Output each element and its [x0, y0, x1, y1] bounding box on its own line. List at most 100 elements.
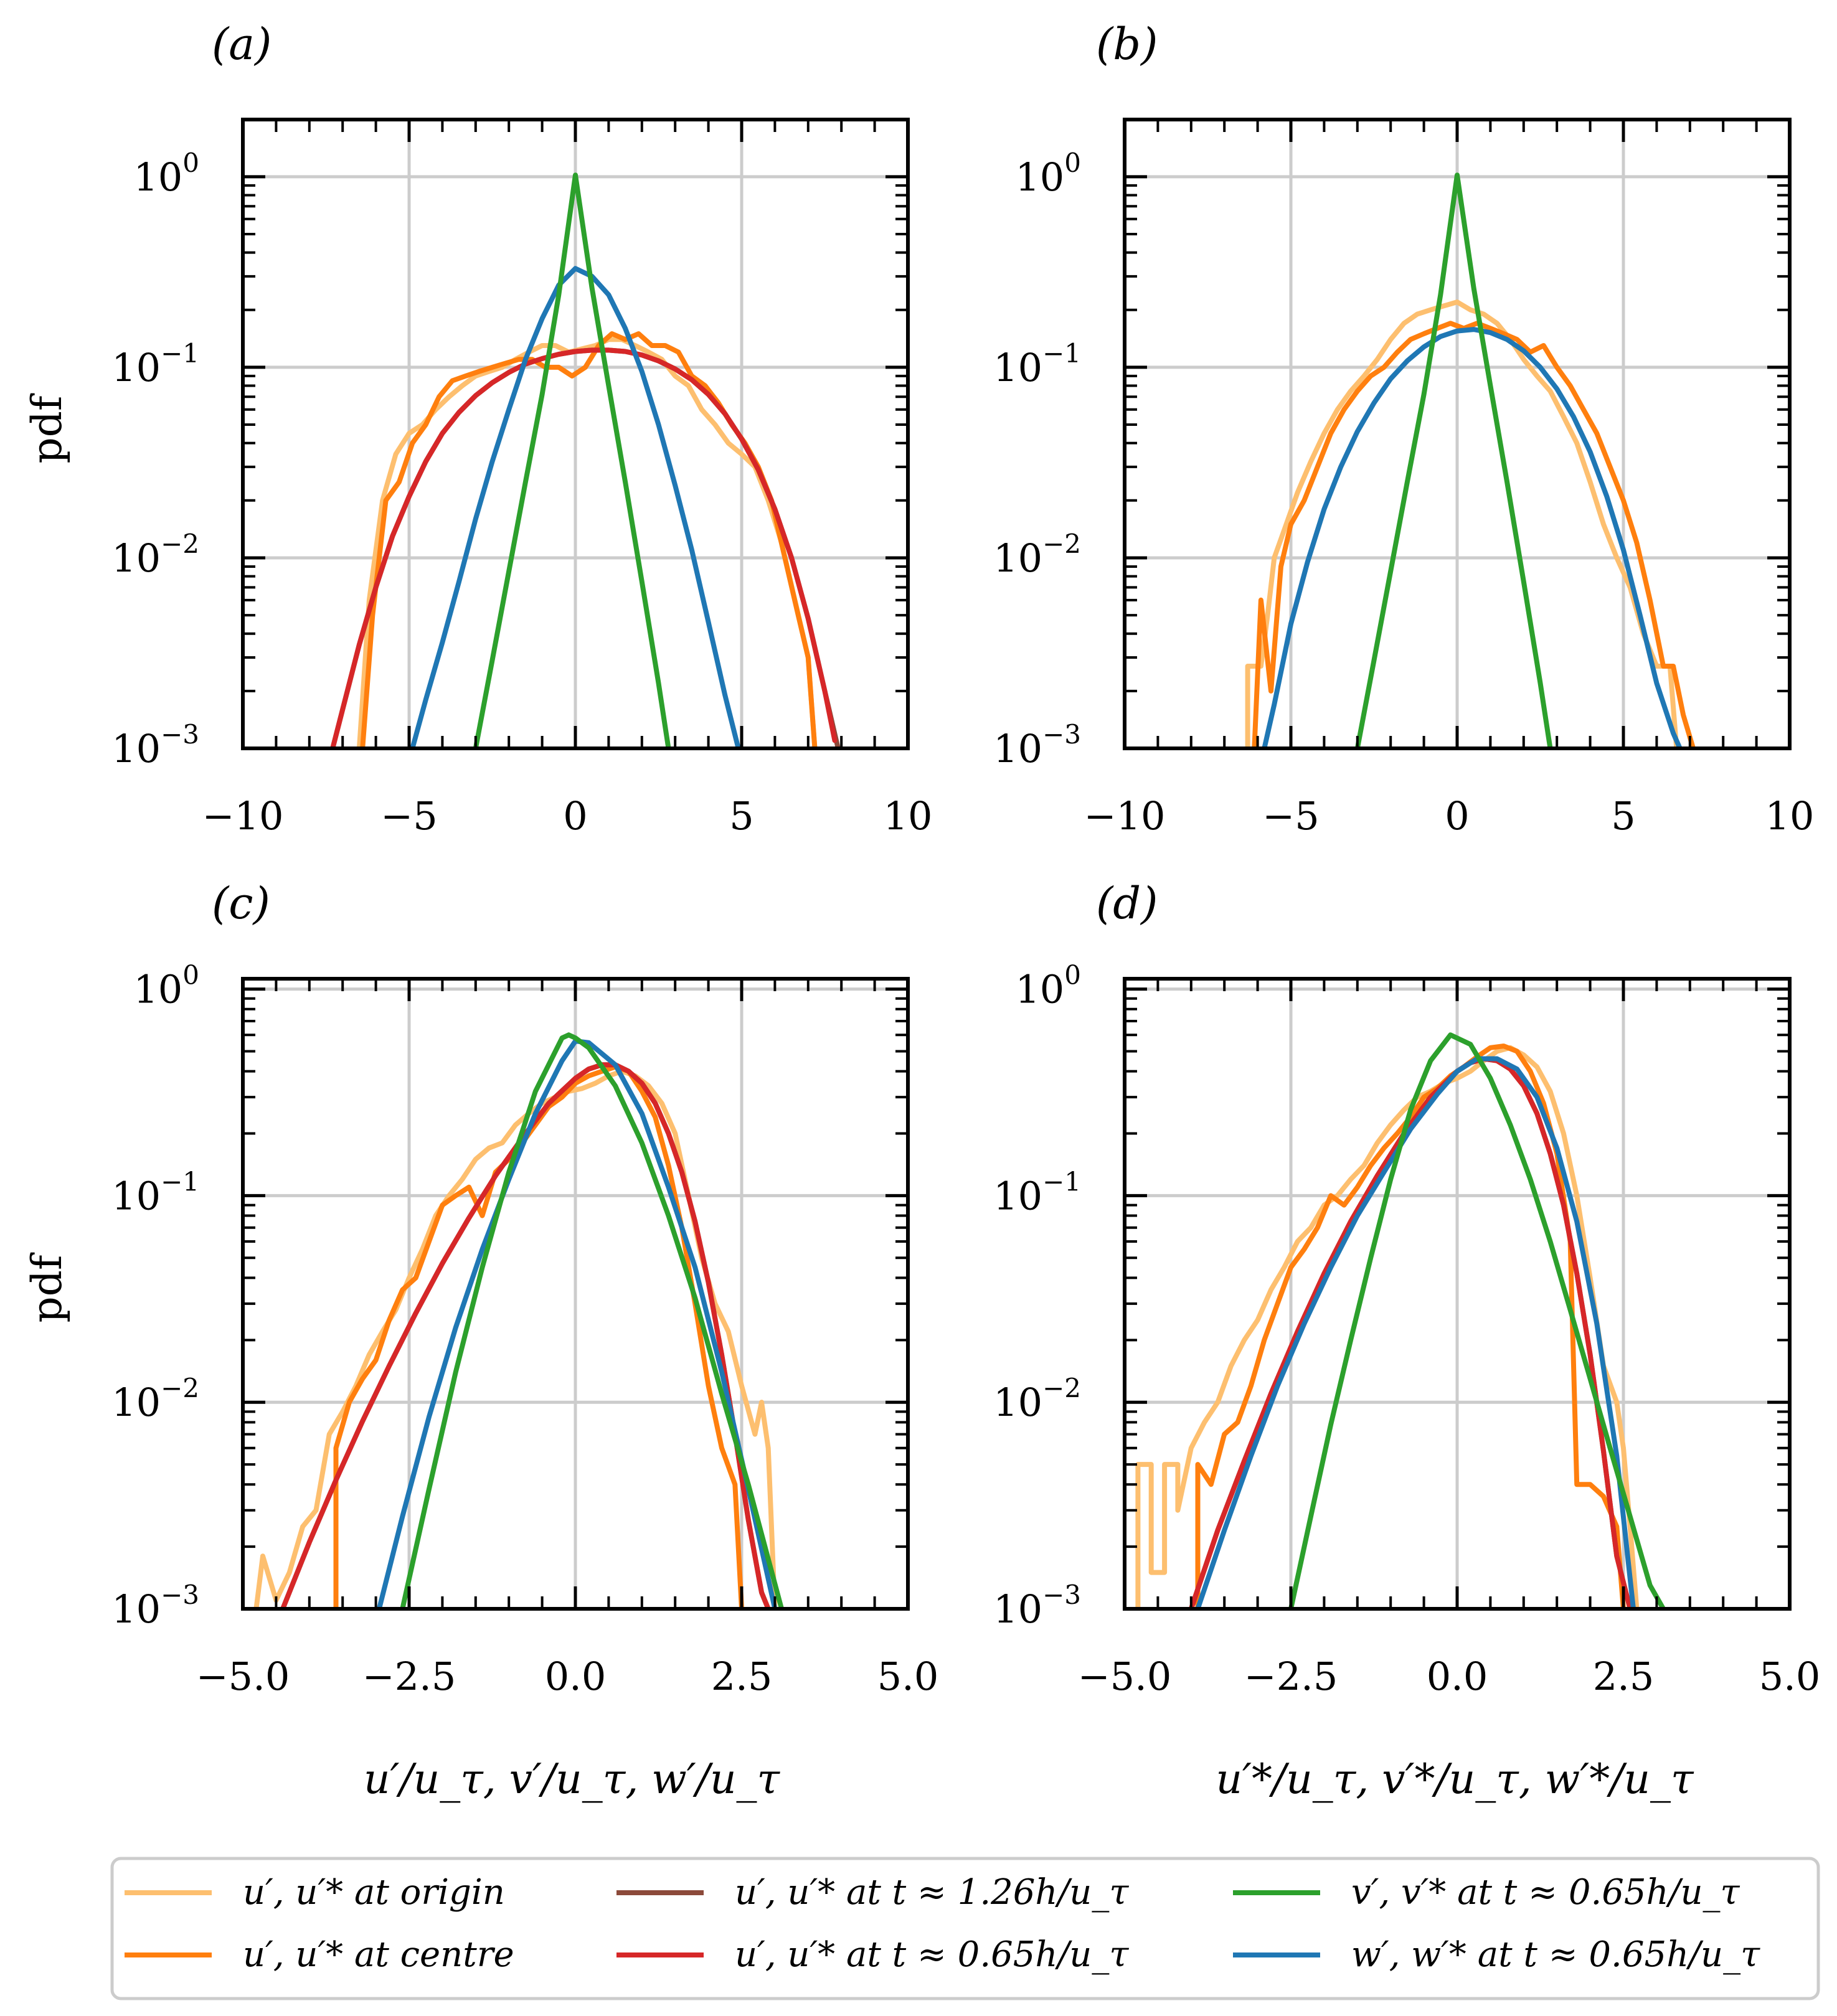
series-u_origin [1135, 1045, 1640, 1609]
x-tick-label: 0.0 [1427, 1654, 1488, 1699]
series-w_t065 [1195, 1056, 1636, 1609]
y-tick-exponent: −3 [161, 1580, 199, 1610]
y-tick-exponent: 0 [1064, 960, 1081, 991]
x-tick-label: −5 [1262, 793, 1319, 839]
y-tick-base: 10 [993, 345, 1042, 390]
y-tick-label: 10−2 [111, 1373, 199, 1425]
y-tick-base: 10 [111, 1173, 161, 1218]
y-tick-exponent: −2 [1042, 529, 1081, 559]
y-tick-base: 10 [111, 1586, 161, 1632]
panel-label: (d) [1096, 878, 1158, 929]
xlabel-right: u′*/u_τ, v′*/u_τ, w′*/u_τ [1216, 1755, 1694, 1803]
y-tick-label: 10−2 [111, 529, 199, 581]
legend-label-u_t065: u′, u′* at t ≈ 0.65h/u_τ [735, 1934, 1129, 1975]
x-tick-label: −10 [202, 793, 284, 839]
y-tick-exponent: −3 [1042, 719, 1081, 750]
axes-frame [1123, 977, 1792, 1611]
x-tick-label: 5 [729, 793, 753, 839]
legend-label-u_origin: u′, u′* at origin [243, 1872, 505, 1913]
panel-label: (b) [1096, 19, 1158, 70]
xlabel-left: u′/u_τ, v′/u_τ, w′/u_τ [364, 1755, 780, 1803]
legend-label-u_t126: u′, u′* at t ≈ 1.26h/u_τ [735, 1872, 1129, 1913]
y-tick-base: 10 [993, 1173, 1042, 1218]
series-w_t065 [376, 1039, 778, 1609]
y-tick-base: 10 [133, 154, 182, 200]
x-tick-label: 5.0 [1759, 1654, 1821, 1699]
axes-frame [241, 118, 910, 750]
y-tick-exponent: 0 [182, 960, 199, 991]
y-tick-base: 10 [111, 535, 161, 581]
series-u_t065 [280, 1062, 771, 1609]
x-tick-label: −5.0 [1078, 1654, 1172, 1699]
y-tick-label: 10−3 [111, 719, 199, 771]
y-tick-exponent: −1 [161, 1166, 199, 1197]
x-tick-label: −2.5 [1244, 1654, 1338, 1699]
y-tick-base: 10 [111, 1380, 161, 1425]
x-tick-label: −10 [1084, 793, 1166, 839]
y-tick-exponent: 0 [182, 148, 199, 178]
x-tick-label: 10 [884, 793, 933, 839]
y-tick-base: 10 [993, 726, 1042, 771]
y-tick-exponent: 0 [1064, 148, 1081, 178]
y-tick-exponent: −1 [161, 338, 199, 369]
y-tick-base: 10 [111, 345, 161, 390]
grid [243, 120, 908, 748]
y-tick-label: 100 [133, 148, 199, 200]
x-tick-label: 0.0 [545, 1654, 607, 1699]
y-tick-label: 100 [1015, 960, 1081, 1012]
legend-label-u_centre: u′, u′* at centre [243, 1934, 514, 1975]
y-tick-base: 10 [993, 1380, 1042, 1425]
y-tick-exponent: −2 [1042, 1373, 1081, 1403]
ylabel-bottom: pdf [23, 1252, 71, 1322]
x-tick-label: 5.0 [877, 1654, 939, 1699]
series-group [1135, 1032, 1666, 1609]
x-tick-label: −5 [380, 793, 437, 839]
axes-frame [1123, 118, 1792, 750]
y-tick-label: 10−1 [111, 338, 199, 390]
x-tick-label: −2.5 [362, 1654, 456, 1699]
y-tick-label: 10−2 [993, 529, 1081, 581]
series-v_t065 [400, 1032, 785, 1609]
y-tick-exponent: −1 [1042, 1166, 1081, 1197]
y-tick-base: 10 [1015, 967, 1064, 1012]
series-group [1245, 172, 1696, 748]
y-tick-label: 100 [133, 960, 199, 1012]
series-u_t126 [280, 1062, 771, 1609]
grid [243, 979, 908, 1609]
series-v_t065 [1354, 172, 1553, 748]
x-tick-label: 10 [1765, 793, 1815, 839]
grid [1125, 120, 1790, 748]
x-tick-label: 5 [1611, 793, 1635, 839]
series-v_t065 [1288, 1032, 1666, 1609]
legend-frame [110, 1857, 1820, 2000]
series-v_t065 [473, 172, 671, 748]
x-tick-label: 2.5 [711, 1654, 773, 1699]
series-u_centre [1252, 321, 1696, 748]
y-tick-label: 10−1 [993, 1166, 1081, 1218]
y-tick-label: 10−3 [111, 1580, 199, 1632]
y-tick-exponent: −2 [161, 1373, 199, 1403]
y-tick-exponent: −2 [161, 529, 199, 559]
y-tick-base: 10 [1015, 154, 1064, 200]
x-tick-label: 0 [563, 793, 587, 839]
x-tick-label: −5.0 [196, 1654, 290, 1699]
y-tick-exponent: −1 [1042, 338, 1081, 369]
x-tick-label: 2.5 [1593, 1654, 1655, 1699]
series-w_t065 [410, 266, 741, 748]
legend-label-v_t065: v′, v′* at t ≈ 0.65h/u_τ [1351, 1872, 1740, 1913]
y-tick-exponent: −3 [161, 719, 199, 750]
legend: u′, u′* at origin u′, u′* at centre u′, u′… [110, 1857, 1820, 2000]
panel-label: (c) [212, 878, 270, 929]
y-tick-exponent: −3 [1042, 1580, 1081, 1610]
axes-frame [241, 977, 910, 1611]
series-w_t065 [1262, 327, 1683, 748]
y-tick-label: 10−3 [993, 719, 1081, 771]
y-tick-base: 10 [111, 726, 161, 771]
series-u_origin [1245, 299, 1679, 748]
series-group [253, 1032, 785, 1609]
series-u_t065 [330, 347, 838, 748]
